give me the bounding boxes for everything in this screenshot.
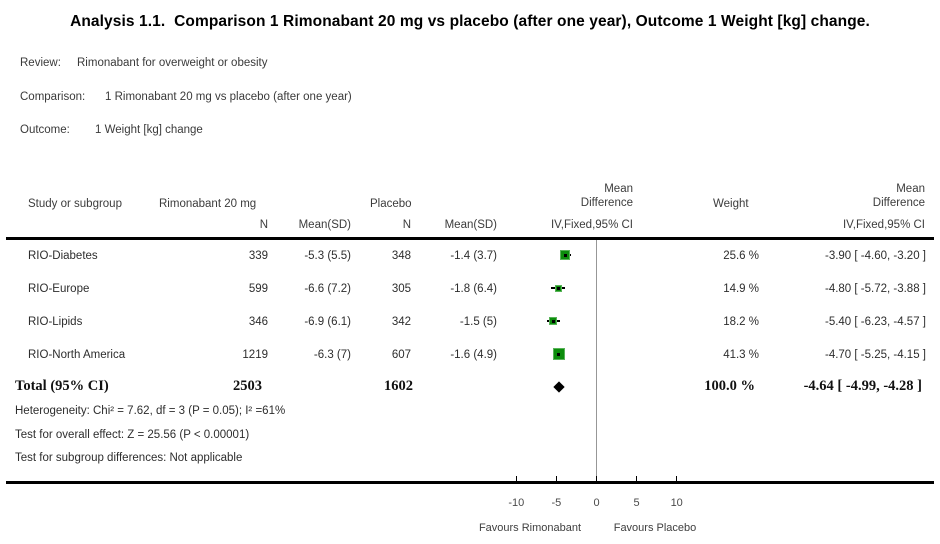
axis-tick: [636, 476, 638, 482]
n2-value: 305: [391, 283, 411, 295]
col-header-group1: Rimonabant 20 mg: [159, 198, 257, 210]
favours-right-label: Favours Placebo: [613, 522, 697, 534]
page-title: Analysis 1.1. Comparison 1 Rimonabant 20…: [70, 13, 870, 30]
md-ci-value: -4.80 [ -5.72, -3.88 ]: [824, 283, 926, 295]
subheader-n2: N: [402, 219, 411, 231]
comparison-label: Comparison:: [20, 91, 86, 103]
axis-line: [6, 481, 934, 484]
axis-tick: [596, 476, 597, 482]
weight-value: 41.3 %: [723, 349, 759, 361]
md-ci-value: -4.70 [ -5.25, -4.15 ]: [824, 349, 926, 361]
axis-tick-label: 5: [633, 497, 640, 509]
col-header-weight: Weight: [713, 198, 749, 210]
weight-value: 18.2 %: [723, 316, 759, 328]
mean-sd2-value: -1.6 (4.9): [450, 349, 497, 361]
weight-value: 14.9 %: [723, 283, 759, 295]
mean-sd1-value: -6.9 (6.1): [304, 316, 351, 328]
review-value: Rimonabant for overweight or obesity: [77, 57, 268, 69]
point-estimate-dot: [551, 319, 555, 323]
col-header-group2: Placebo: [370, 198, 412, 210]
n1-value: 339: [248, 250, 268, 262]
study-name: RIO-North America: [28, 349, 126, 361]
weight-value: 25.6 %: [723, 250, 759, 262]
n1-value: 346: [248, 316, 268, 328]
axis-tick: [555, 476, 557, 482]
review-label: Review:: [20, 57, 61, 69]
mean-sd1-value: -6.3 (7): [313, 349, 351, 361]
mean-sd2-value: -1.8 (6.4): [450, 283, 497, 295]
point-estimate-dot: [556, 286, 560, 290]
mean-sd2-value: -1.5 (5): [459, 316, 497, 328]
axis-tick: [676, 476, 678, 482]
col-header-md-plot: Mean Difference: [580, 183, 633, 209]
subheader-mean-sd1: Mean(SD): [298, 219, 351, 231]
heterogeneity-stat: Heterogeneity: Chi² = 7.62, df = 3 (P = …: [15, 405, 286, 417]
axis-tick-label: 10: [670, 497, 683, 509]
axis-tick-label: -5: [551, 497, 562, 509]
md-ci-value: -3.90 [ -4.60, -3.20 ]: [824, 250, 926, 262]
total-md-ci: -4.64 [ -4.99, -4.28 ]: [803, 378, 922, 394]
zero-line: [596, 240, 597, 483]
n1-value: 1219: [242, 349, 268, 361]
total-weight: 100.0 %: [704, 378, 755, 394]
n2-value: 348: [391, 250, 411, 262]
outcome-label: Outcome:: [20, 124, 70, 136]
mean-sd2-value: -1.4 (3.7): [450, 250, 497, 262]
outcome-value: 1 Weight [kg] change: [95, 124, 203, 136]
study-name: RIO-Europe: [28, 283, 90, 295]
subheader-ci-method-plot: IV,Fixed,95% CI: [550, 219, 633, 231]
overall-effect-stat: Test for overall effect: Z = 25.56 (P < …: [15, 429, 250, 441]
total-label: Total (95% CI): [15, 378, 109, 394]
point-estimate-dot: [563, 253, 567, 257]
subgroup-differences-stat: Test for subgroup differences: Not appli…: [15, 452, 243, 464]
n2-value: 607: [391, 349, 411, 361]
subheader-n1: N: [259, 219, 268, 231]
axis-tick-label: 0: [593, 497, 600, 509]
n1-value: 599: [248, 283, 268, 295]
mean-sd1-value: -5.3 (5.5): [304, 250, 351, 262]
axis-tick-label: -10: [508, 497, 525, 509]
md-ci-value: -5.40 [ -6.23, -4.57 ]: [824, 316, 926, 328]
comparison-value: 1 Rimonabant 20 mg vs placebo (after one…: [105, 91, 352, 103]
study-name: RIO-Lipids: [28, 316, 83, 328]
header-rule: [6, 237, 934, 240]
col-header-study: Study or subgroup: [28, 198, 122, 210]
total-n2: 1602: [384, 378, 413, 394]
subheader-ci-method-text: IV,Fixed,95% CI: [842, 219, 925, 231]
subheader-mean-sd2: Mean(SD): [444, 219, 497, 231]
col-header-md-text: Mean Difference: [872, 183, 925, 209]
favours-left-label: Favours Rimonabant: [478, 522, 582, 534]
point-estimate-dot: [557, 352, 561, 356]
axis-tick: [515, 476, 517, 482]
mean-sd1-value: -6.6 (7.2): [304, 283, 351, 295]
study-name: RIO-Diabetes: [28, 250, 98, 262]
total-diamond: [553, 381, 565, 393]
n2-value: 342: [391, 316, 411, 328]
total-n1: 2503: [233, 378, 262, 394]
